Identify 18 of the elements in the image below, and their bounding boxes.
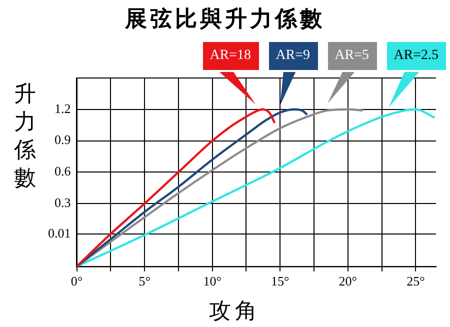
x-axis-title: 攻角 bbox=[208, 297, 262, 325]
x-tick-label: 20° bbox=[338, 274, 357, 289]
legend-label: AR=5 bbox=[334, 47, 370, 65]
y-tick-label: 0.6 bbox=[54, 164, 72, 179]
x-tick-label: 5° bbox=[138, 274, 150, 289]
y-tick-label: 0.01 bbox=[48, 225, 71, 240]
y-tick-label: 0.3 bbox=[54, 195, 71, 210]
x-tick-label: 0° bbox=[70, 274, 83, 289]
chart-title: 展弦比與升力係數 bbox=[124, 5, 326, 33]
y-tick-label: 0.9 bbox=[54, 132, 71, 148]
x-tick-label: 10° bbox=[203, 274, 222, 289]
x-tick-label: 15° bbox=[270, 274, 290, 289]
x-tick-label: 25° bbox=[406, 274, 425, 289]
legend-label: AR=9 bbox=[276, 47, 310, 65]
y-tick-label: 1.2 bbox=[54, 100, 71, 116]
y-axis-title: 升力係數 bbox=[13, 80, 37, 192]
legend-label: AR=18 bbox=[210, 47, 252, 65]
legend-label: AR=2.5 bbox=[394, 47, 439, 65]
